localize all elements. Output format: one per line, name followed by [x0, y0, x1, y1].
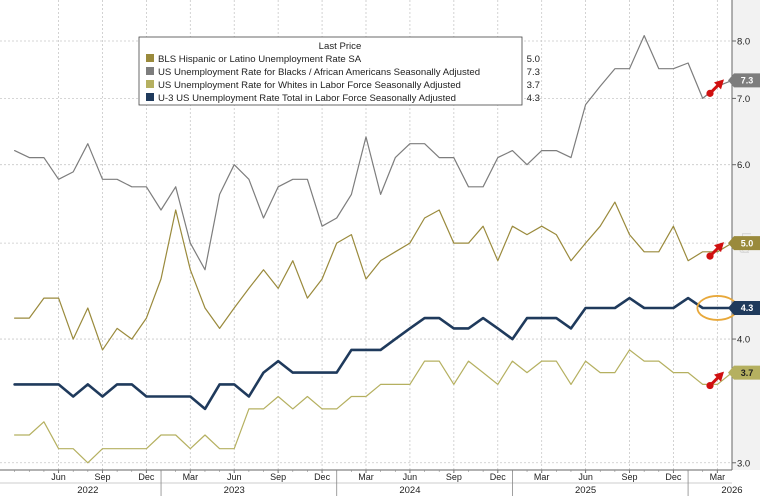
legend-entry: BLS Hispanic or Latino Unemployment Rate…	[146, 54, 540, 65]
red-arrow-head	[714, 371, 724, 382]
x-tick-label: Dec	[314, 472, 331, 482]
red-arrow-head	[714, 79, 724, 90]
value-badge-label: 7.3	[741, 76, 754, 86]
x-tick-label: Sep	[622, 472, 638, 482]
series-line-whites	[14, 349, 733, 464]
x-tick-label: Mar	[358, 472, 374, 482]
legend-label: US Unemployment Rate for Blacks / Africa…	[158, 67, 480, 78]
y-tick-label: 7.0	[737, 94, 750, 105]
x-tick-label: Jun	[227, 472, 242, 482]
series-line-blacks	[14, 34, 733, 271]
x-tick-label: Dec	[138, 472, 155, 482]
value-badge-label: 5.0	[741, 238, 754, 248]
legend-entry: U-3 US Unemployment Rate Total in Labor …	[146, 93, 540, 104]
legend-title: Last Price	[319, 41, 362, 52]
legend-label: U-3 US Unemployment Rate Total in Labor …	[158, 93, 456, 104]
last-value-badges: 7.3 5.0 4.3 3.7	[728, 73, 760, 380]
y-tick-label: 3.0	[737, 458, 750, 469]
series-line-total	[13, 296, 734, 411]
value-badge-label: 4.3	[741, 303, 754, 313]
value-badge-shape	[728, 73, 760, 88]
x-year-label: 2025	[575, 485, 596, 496]
red-arrow-head	[714, 242, 724, 253]
legend-entry: US Unemployment Rate for Blacks / Africa…	[146, 67, 540, 78]
legend-swatch	[146, 67, 154, 75]
legend-swatch	[146, 80, 154, 88]
red-arrow-icon	[706, 371, 724, 390]
value-badge-label: 3.7	[741, 368, 754, 378]
x-tick-label: Mar	[183, 472, 199, 482]
x-tick-label: Jun	[51, 472, 66, 482]
value-badge-total: 4.3	[728, 300, 760, 315]
legend-label: BLS Hispanic or Latino Unemployment Rate…	[158, 54, 362, 65]
x-tick-label: Jun	[578, 472, 593, 482]
x-axis-ticks: Jun Sep Dec Mar Jun Sep Dec Mar Jun Sep Dec Mar Jun S…	[14, 470, 743, 496]
x-tick-label: Mar	[710, 472, 726, 482]
y-tick-label: 4.0	[737, 335, 750, 346]
value-badge-whites: 3.7	[728, 365, 760, 380]
legend: Last Price BLS Hispanic or Latino Unempl…	[138, 36, 540, 106]
legend-entry: US Unemployment Rate for Whites in Labor…	[146, 80, 540, 91]
legend-value: 5.0	[527, 54, 540, 65]
legend-label: US Unemployment Rate for Whites in Labor…	[158, 80, 461, 91]
x-tick-label: Mar	[534, 472, 550, 482]
legend-value: 7.3	[527, 67, 540, 78]
x-year-label: 2024	[399, 485, 420, 496]
arrow-layer	[706, 79, 724, 390]
x-year-label: 2023	[224, 485, 245, 496]
red-arrow-icon	[706, 79, 724, 97]
x-tick-label: Dec	[665, 472, 682, 482]
legend-value: 3.7	[527, 80, 540, 91]
x-tick-label: Sep	[446, 472, 462, 482]
x-tick-label: Dec	[490, 472, 507, 482]
series-line-hispanic	[14, 201, 733, 351]
y-tick-label: 8.0	[737, 36, 750, 47]
value-badge-hispanic: 5.0	[728, 236, 760, 251]
x-year-label: 2022	[77, 485, 98, 496]
x-tick-label: Sep	[94, 472, 110, 482]
x-year-label: 2026	[721, 485, 742, 496]
value-badge-blacks: 7.3	[728, 73, 760, 88]
legend-swatch	[146, 54, 154, 62]
red-arrow-icon	[706, 242, 724, 260]
value-badge-shape	[728, 365, 760, 380]
x-tick-label: Jun	[403, 472, 418, 482]
legend-swatch	[146, 93, 154, 101]
series-lines	[13, 34, 734, 464]
legend-value: 4.3	[527, 93, 540, 104]
legend-box	[138, 36, 523, 106]
value-badge-shape	[728, 236, 760, 251]
y-tick-label: 6.0	[737, 160, 750, 171]
x-tick-label: Sep	[270, 472, 286, 482]
value-badge-shape	[728, 300, 760, 315]
